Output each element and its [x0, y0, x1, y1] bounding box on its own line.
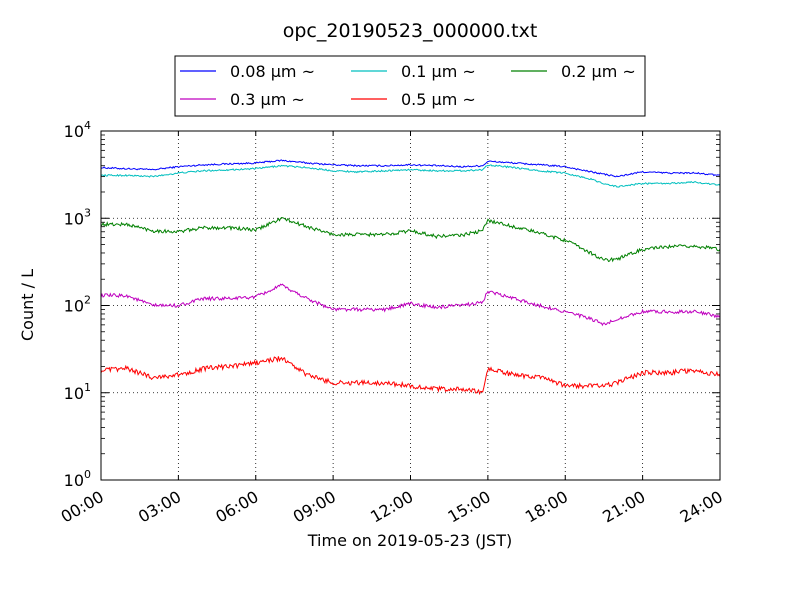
legend-label: 0.1 μm ~ [401, 62, 476, 81]
axis-ticks: 00:00 03:00 06:00 09:00 12:00 15:00 18:00 21:00… [58, 119, 726, 527]
x-axis-label: Time on 2019-05-23 (JST) [307, 531, 512, 550]
legend-box [174, 55, 646, 117]
y-tick-label: 100 [64, 468, 91, 490]
series-line-5 [100, 356, 721, 396]
series-line-1 [100, 159, 721, 178]
series-line-4 [100, 283, 721, 327]
legend-label: 0.2 μm ~ [561, 62, 636, 81]
legend-label: 0.3 μm ~ [230, 90, 305, 109]
x-tick-label: 12:00 [367, 487, 416, 527]
grid [101, 131, 720, 480]
y-axis-label: Count / L [18, 269, 37, 341]
legend-label: 0.08 μm ~ [230, 62, 315, 81]
y-tick-label: 104 [64, 119, 91, 141]
y-tick-label: 101 [64, 381, 91, 403]
x-tick-label: 24:00 [677, 487, 726, 527]
x-tick-label: 15:00 [444, 487, 493, 527]
series-lines [100, 159, 721, 396]
y-tick-label: 102 [64, 294, 91, 316]
legend: 0.08 μm ~ 0.1 μm ~ 0.2 μm ~ 0.3 μm ~ 0.5 μm … [174, 55, 646, 117]
x-tick-label: 21:00 [599, 487, 648, 527]
chart-title: opc_20190523_000000.txt [283, 20, 538, 42]
x-tick-label: 18:00 [522, 487, 571, 527]
legend-label: 0.5 μm ~ [401, 90, 476, 109]
x-tick-label: 03:00 [135, 487, 184, 527]
series-line-2 [100, 164, 721, 188]
series-line-3 [100, 216, 721, 263]
x-tick-label: 09:00 [290, 487, 339, 527]
x-tick-label: 06:00 [212, 487, 261, 527]
x-tick-label: 00:00 [58, 487, 107, 527]
y-tick-label: 103 [64, 206, 91, 228]
